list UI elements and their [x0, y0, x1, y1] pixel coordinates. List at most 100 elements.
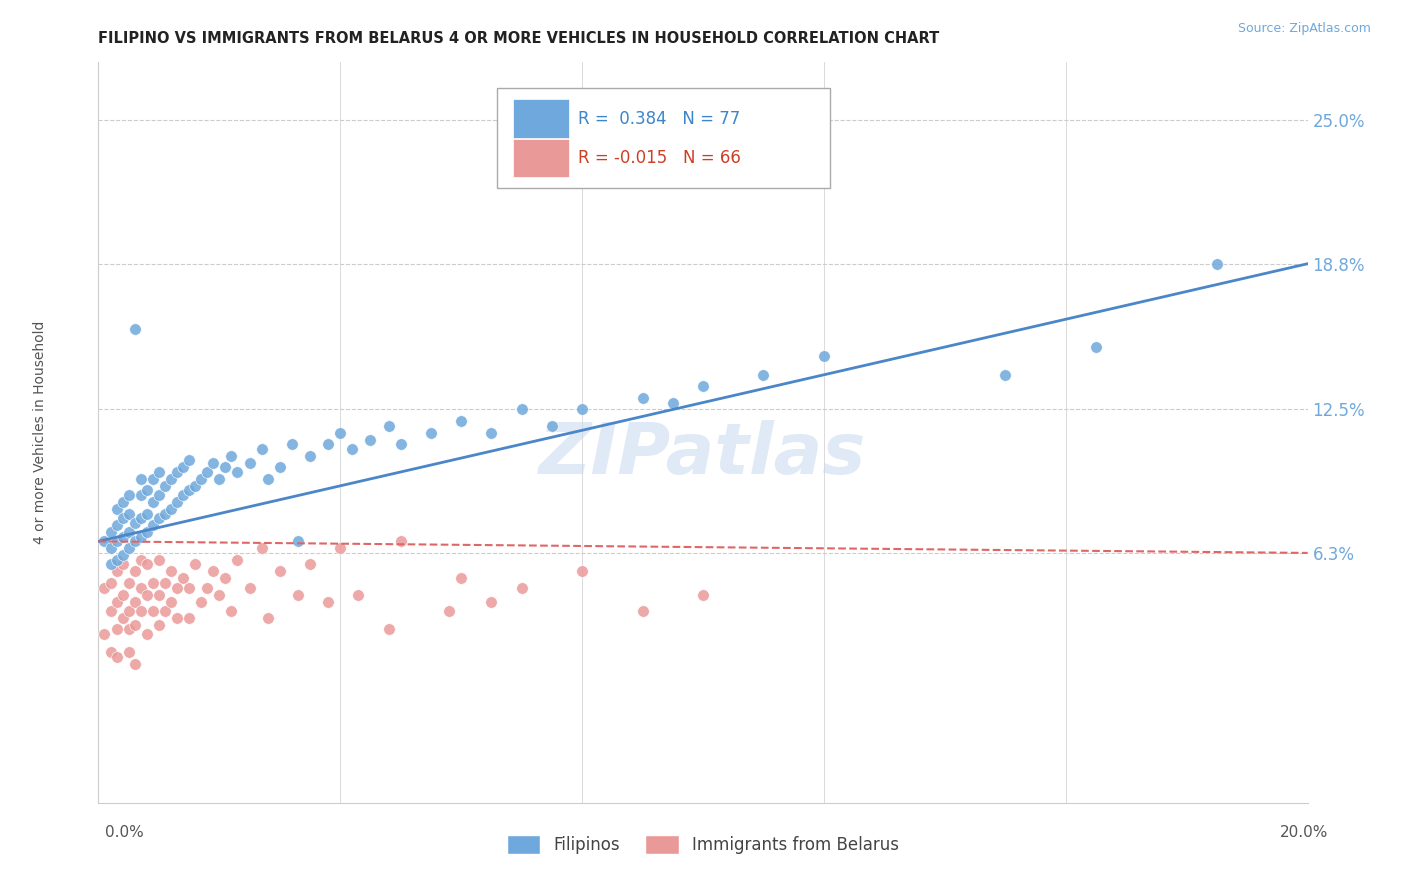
Point [208, 472, 231, 486]
Point [100, 604, 122, 618]
Point [250, 541, 273, 556]
Point [118, 604, 141, 618]
Point [111, 558, 134, 572]
FancyBboxPatch shape [498, 88, 830, 188]
Text: 20.0%: 20.0% [1281, 825, 1329, 840]
Point [389, 437, 412, 451]
Point [160, 472, 183, 486]
Point [142, 495, 165, 509]
Point [118, 541, 141, 556]
Point [118, 488, 141, 502]
Point [481, 425, 503, 440]
Point [100, 576, 122, 591]
Point [160, 502, 183, 516]
Point [111, 511, 134, 525]
Text: 0.0%: 0.0% [105, 825, 145, 840]
Point [571, 402, 593, 417]
Point [510, 402, 533, 417]
Point [100, 558, 122, 572]
Point [179, 483, 201, 498]
Point [221, 449, 243, 463]
Point [111, 610, 134, 624]
Point [256, 472, 278, 486]
Point [226, 553, 249, 567]
Point [153, 507, 176, 521]
Point [142, 518, 165, 533]
Point [142, 604, 165, 618]
Point [160, 594, 183, 608]
Point [299, 558, 322, 572]
Point [118, 622, 141, 636]
Point [100, 525, 122, 540]
Point [661, 395, 683, 409]
Point [692, 588, 714, 602]
Point [124, 516, 146, 530]
Point [329, 541, 352, 556]
Point [389, 534, 412, 549]
Text: R =  0.384   N = 77: R = 0.384 N = 77 [578, 110, 741, 128]
Point [1085, 340, 1108, 354]
Point [153, 576, 176, 591]
FancyBboxPatch shape [513, 99, 569, 138]
Point [184, 479, 207, 493]
Point [299, 449, 322, 463]
Point [692, 379, 714, 393]
Point [281, 437, 304, 451]
Point [118, 507, 141, 521]
Point [105, 565, 128, 579]
Point [166, 581, 188, 595]
Point [105, 622, 128, 636]
Point [316, 594, 339, 608]
Point [105, 502, 128, 516]
Point [316, 437, 339, 451]
Point [190, 472, 212, 486]
Point [172, 460, 194, 475]
Point [342, 442, 364, 456]
Point [1206, 257, 1229, 271]
Point [179, 581, 201, 595]
Text: ZIPatlas: ZIPatlas [540, 420, 866, 490]
Point [135, 525, 157, 540]
Point [135, 507, 157, 521]
Point [124, 565, 146, 579]
Point [148, 488, 170, 502]
Point [124, 657, 146, 671]
Point [124, 617, 146, 632]
Point [202, 456, 225, 470]
Point [250, 442, 273, 456]
Point [481, 594, 503, 608]
Point [111, 588, 134, 602]
Text: R = -0.015   N = 66: R = -0.015 N = 66 [578, 149, 741, 167]
Point [129, 511, 152, 525]
Point [179, 453, 201, 467]
Point [166, 465, 188, 479]
Point [93, 627, 115, 641]
Point [153, 479, 176, 493]
Point [190, 594, 212, 608]
Point [129, 488, 152, 502]
Point [195, 465, 218, 479]
Point [214, 571, 236, 585]
Point [450, 571, 472, 585]
Point [571, 565, 593, 579]
Point [377, 622, 399, 636]
Text: Source: ZipAtlas.com: Source: ZipAtlas.com [1237, 22, 1371, 36]
Point [172, 571, 194, 585]
Point [124, 321, 146, 335]
Point [142, 472, 165, 486]
Point [100, 541, 122, 556]
Point [129, 581, 152, 595]
Point [118, 525, 141, 540]
Point [208, 588, 231, 602]
Point [450, 414, 472, 428]
Point [239, 456, 262, 470]
Point [129, 472, 152, 486]
Point [179, 610, 201, 624]
Point [148, 511, 170, 525]
Point [360, 433, 382, 447]
Point [510, 581, 533, 595]
Point [105, 518, 128, 533]
Point [111, 495, 134, 509]
Point [420, 425, 443, 440]
Point [129, 553, 152, 567]
